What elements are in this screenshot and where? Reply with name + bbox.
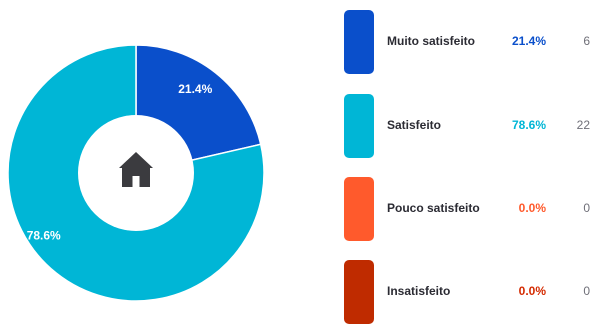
- legend-category-label: Muito satisfeito: [387, 34, 476, 48]
- slice-label-0: 21.4%: [178, 82, 212, 96]
- legend-count-label: 0: [583, 284, 590, 298]
- legend: Muito satisfeito 21.4% 6 Satisfeito 78.6% 22 P…: [340, 0, 600, 327]
- legend-percent-label: 0.0%: [518, 284, 546, 298]
- legend-row-0[interactable]: Muito satisfeito 21.4% 6: [340, 10, 600, 74]
- legend-row-1[interactable]: Satisfeito 78.6% 22: [340, 94, 600, 158]
- donut-slice-1[interactable]: [7, 44, 265, 302]
- slice-label-1: 78.6%: [27, 228, 61, 242]
- legend-row-3[interactable]: Insatisfeito 0.0% 0: [340, 260, 600, 324]
- legend-category-label: Insatisfeito: [387, 284, 451, 298]
- legend-swatch: [344, 10, 374, 74]
- legend-swatch: [344, 94, 374, 158]
- legend-percent-label: 0.0%: [518, 201, 546, 215]
- legend-count-label: 22: [576, 118, 590, 132]
- legend-category-label: Pouco satisfeito: [387, 201, 480, 215]
- legend-swatch: [344, 177, 374, 241]
- home-icon: [119, 152, 153, 187]
- legend-row-2[interactable]: Pouco satisfeito 0.0% 0: [340, 177, 600, 241]
- legend-count-label: 6: [583, 34, 590, 48]
- legend-percent-label: 78.6%: [511, 118, 546, 132]
- donut-chart: 21.4% 78.6%: [7, 44, 265, 302]
- donut-slice-labels: 21.4% 78.6%: [27, 82, 213, 242]
- legend-percent-label: 21.4%: [511, 34, 546, 48]
- legend-count-label: 0: [583, 201, 590, 215]
- legend-category-label: Satisfeito: [387, 118, 442, 132]
- legend-swatch: [344, 260, 374, 324]
